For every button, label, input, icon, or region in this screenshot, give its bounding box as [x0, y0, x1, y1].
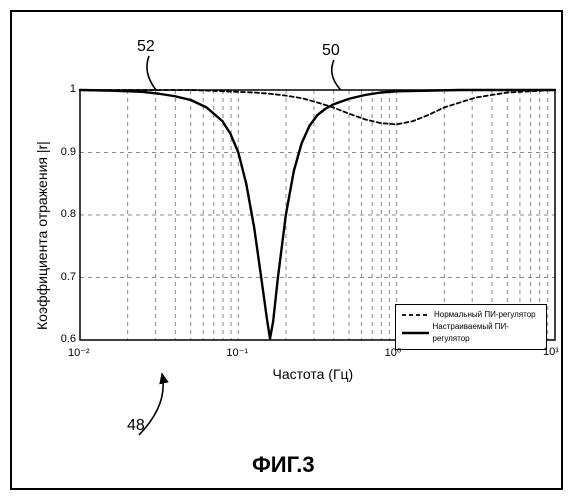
y-tick-label: 0.7: [46, 271, 76, 283]
x-tick-label: 10⁰: [385, 346, 402, 359]
chart-svg: [80, 90, 555, 340]
x-tick-label: 10¹: [543, 346, 559, 358]
figure-caption: ФИГ.3: [252, 452, 315, 478]
chart-plot-area: [80, 90, 555, 340]
legend: Нормальный ПИ-регуляторНастраиваемый ПИ-…: [395, 304, 547, 350]
y-axis-label: Коэффициента отражения |r|: [34, 141, 50, 330]
x-axis-label: Частота (Гц): [273, 366, 354, 382]
legend-label: Нормальный ПИ-регулятор: [434, 309, 536, 321]
y-tick-label: 0.6: [46, 333, 76, 345]
x-tick-label: 10⁻¹: [226, 346, 248, 359]
legend-swatch: [402, 310, 430, 320]
legend-row: Нормальный ПИ-регулятор: [402, 309, 540, 321]
y-tick-label: 0.8: [46, 208, 76, 220]
x-tick-label: 10⁻²: [68, 346, 90, 359]
y-tick-label: 1: [46, 83, 76, 95]
y-tick-label: 0.9: [46, 146, 76, 158]
legend-label: Настраиваемый ПИ-регулятор: [433, 321, 541, 345]
legend-row: Настраиваемый ПИ-регулятор: [402, 321, 540, 345]
figure-frame: 52 50 48 Коэффициента отражения |r| Част…: [10, 10, 563, 490]
callout-arrow-48: [139, 374, 163, 435]
legend-swatch: [402, 328, 429, 338]
